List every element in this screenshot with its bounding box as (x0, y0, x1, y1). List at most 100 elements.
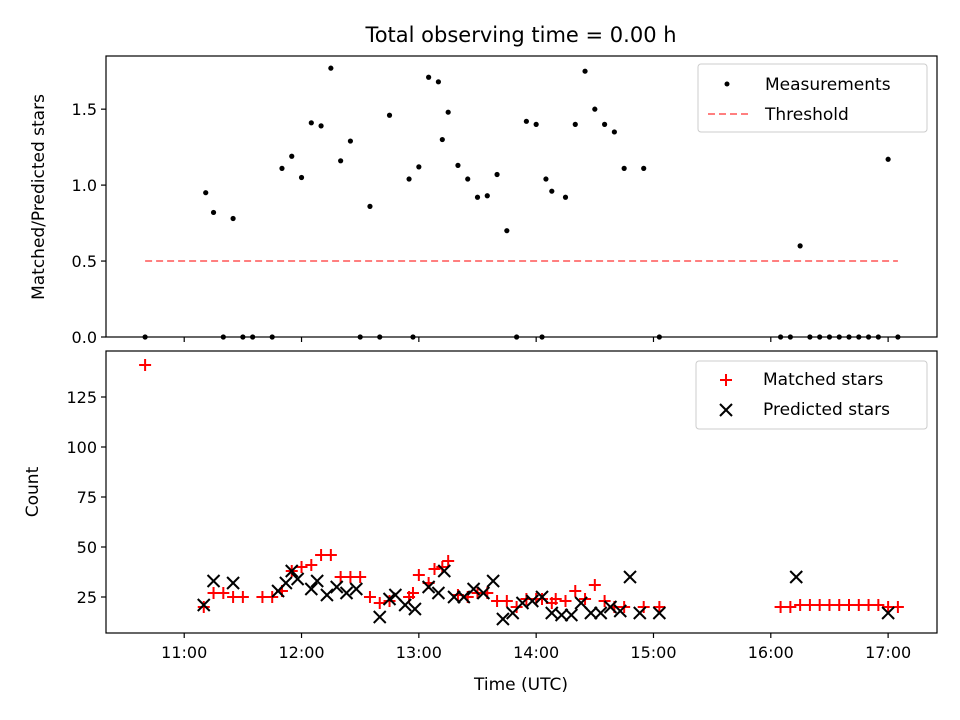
bottom-y-tick-label: 25 (77, 588, 97, 607)
predicted-star-marker (226, 576, 240, 590)
bottom-axes-frame (105, 350, 938, 634)
predicted-star-marker (279, 576, 293, 590)
matched-star-marker (536, 593, 549, 605)
predicted-star-b (226, 576, 240, 590)
predicted-star-b (382, 592, 397, 606)
predicted-star-b (279, 576, 293, 590)
predicted-star-b (574, 596, 588, 610)
measurement-point (240, 334, 246, 340)
measurement-point (269, 334, 275, 340)
predicted-star-marker (652, 606, 667, 620)
predicted-star-b (515, 596, 530, 610)
measurement-point (523, 118, 529, 124)
measurement-point (656, 334, 662, 340)
predicted-star-b (633, 606, 647, 620)
predicted-star-b (554, 608, 569, 622)
predicted-star-marker (476, 586, 491, 600)
top-legend: Measurements Threshold (697, 63, 928, 133)
measurement-point (572, 121, 578, 127)
predicted-star-marker (197, 598, 211, 612)
measurement-point (386, 112, 393, 118)
measurement-point (807, 334, 813, 340)
bottom-x-tick-label: 13:00 (396, 643, 442, 662)
measurement-point (474, 194, 481, 200)
predicted-star-b (525, 594, 539, 608)
predicted-star-b (476, 586, 491, 600)
predicted-star-b (564, 608, 579, 622)
matched-star-marker (236, 591, 249, 603)
measurement-point (885, 156, 891, 162)
measurement-point (865, 334, 872, 340)
measurement-point (279, 165, 285, 171)
predicted-star-b (373, 610, 387, 624)
matched-star-marker (588, 579, 601, 591)
predicted-star-marker (554, 608, 569, 622)
predicted-star-marker (584, 606, 598, 620)
predicted-star-marker (466, 582, 481, 596)
measurement-point (347, 138, 354, 144)
legend-matched-marker (720, 374, 732, 386)
predicted-star-b (339, 586, 354, 600)
predicted-star-b (388, 588, 403, 602)
predicted-star-b (330, 580, 344, 594)
predicted-star-marker (437, 564, 451, 578)
bottom-y-tick-label: 100 (66, 438, 97, 457)
measurement-point (465, 176, 471, 182)
predicted-star-b (421, 580, 436, 594)
matched-star-marker (363, 591, 376, 603)
predicted-star-b (603, 600, 618, 614)
measurement-point (602, 121, 608, 127)
predicted-star-marker (603, 600, 618, 614)
measurement-point (787, 334, 793, 340)
bottom-y-tick-label: 50 (77, 538, 97, 557)
measurement-point (338, 158, 344, 164)
measurement-point (504, 228, 510, 234)
predicted-star-marker (285, 564, 299, 578)
top-plot-area: 0.0 0.5 1.0 1.5 (72, 55, 938, 347)
predicted-star-b (593, 606, 608, 620)
predicted-star-marker (789, 570, 803, 584)
predicted-star-b (290, 572, 305, 586)
bottom-plot-area: 25 50 75 100 125 11:00 12:00 13:00 14:00 15:00 16:… (66, 350, 938, 662)
bottom-y-tick-label: 125 (66, 388, 97, 407)
top-y-axis-label: Matched/Predicted stars (29, 94, 49, 300)
predicted-star-b (447, 590, 461, 604)
predicted-star-b (320, 588, 334, 602)
predicted-star-b (285, 564, 299, 578)
measurement-point (875, 334, 881, 340)
predicted-star-b (584, 606, 598, 620)
predicted-star-marker (633, 606, 647, 620)
top-axes-frame (105, 55, 938, 338)
predicted-star-marker (613, 604, 627, 618)
measurement-point (543, 176, 549, 182)
measurement-point (318, 123, 324, 129)
matched-star-marker (373, 597, 386, 609)
legend-predicted-marker (719, 403, 733, 417)
measurement-point (494, 171, 500, 178)
matched-star-marker (428, 563, 441, 575)
bottom-x-axis-label: Time (UTC) (473, 675, 568, 695)
measurement-point (641, 165, 647, 171)
predicted-star-b (652, 606, 667, 620)
matched-star-marker (442, 555, 455, 567)
predicted-star-marker (382, 592, 397, 606)
measurement-point (836, 334, 842, 340)
measurement-point (406, 176, 412, 182)
measurement-point (308, 120, 314, 126)
matched-star-marker (197, 601, 210, 613)
matched-star-marker (559, 595, 572, 607)
predicted-star-marker (373, 610, 387, 624)
predicted-star-marker (564, 608, 579, 622)
matched-star-marker (500, 595, 513, 607)
bottom-y-axis-label: Count (23, 466, 43, 517)
predicted-star-marker (339, 586, 354, 600)
measurement-point (549, 188, 555, 194)
measurement-point (416, 164, 422, 170)
predicted-star-marker (535, 590, 549, 604)
measurement-point (220, 334, 226, 340)
matched-star-marker (510, 601, 523, 613)
measurement-point (611, 129, 617, 135)
predicted-star-b (613, 604, 627, 618)
matched-star-marker (549, 593, 562, 605)
